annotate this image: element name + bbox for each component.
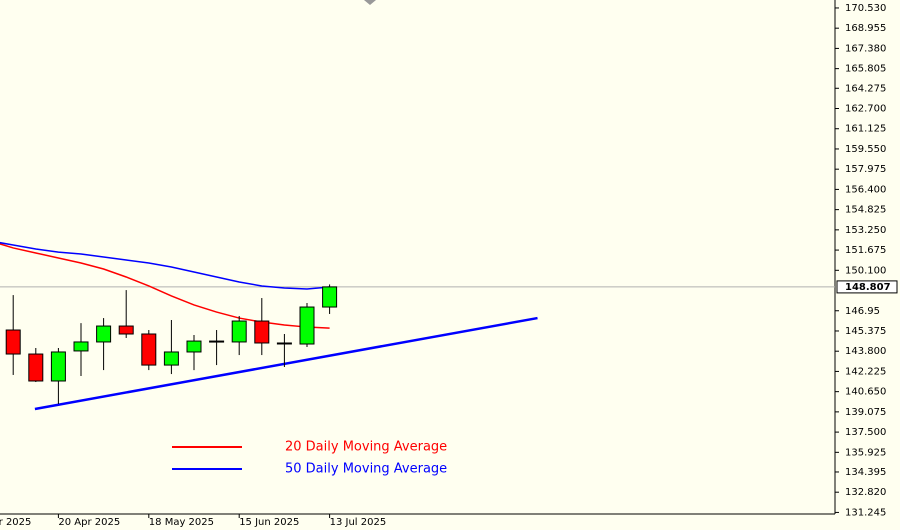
- candle-body: [209, 340, 225, 343]
- y-tick-label: 145.375: [845, 326, 886, 337]
- candle-body: [186, 340, 202, 353]
- y-tick-label: 154.825: [845, 205, 886, 216]
- y-tick-label: 131.245: [845, 507, 886, 518]
- y-tick-label: 157.975: [845, 164, 886, 175]
- y-tick-label: 146.95: [845, 306, 880, 317]
- y-tick-label: 150.100: [845, 265, 886, 276]
- candle-body: [5, 329, 21, 355]
- y-tick-label: 143.800: [845, 346, 886, 357]
- last-price-label: 148.807: [845, 282, 891, 293]
- y-tick-label: 162.700: [845, 104, 886, 115]
- candle-body: [231, 320, 247, 343]
- candle-body: [50, 351, 66, 382]
- y-tick-label: 161.125: [845, 124, 886, 135]
- x-tick-label: 18 May 2025: [149, 517, 214, 528]
- y-tick-label: 139.075: [845, 407, 886, 418]
- x-tick-label: 20 Apr 2025: [58, 517, 120, 528]
- y-tick-label: 132.820: [845, 487, 886, 498]
- candle-body: [254, 320, 270, 344]
- candle-body: [141, 333, 157, 366]
- x-tick-label: 15 Jun 2025: [239, 517, 299, 528]
- y-tick-label: 153.250: [845, 225, 886, 236]
- trendline: [34, 316, 538, 411]
- y-tick-label: 164.275: [845, 83, 886, 94]
- candle-body: [73, 341, 89, 352]
- y-tick-label: 134.395: [845, 467, 886, 478]
- candle-body: [118, 325, 134, 335]
- y-tick-label: 165.805: [845, 64, 886, 75]
- x-tick-label: 13 Jul 2025: [330, 517, 387, 528]
- y-tick-label: 137.500: [845, 427, 886, 438]
- candle-body: [96, 325, 112, 343]
- y-tick-label: 170.530: [845, 3, 886, 14]
- candle-body: [163, 351, 179, 366]
- moving-average-line: [0, 241, 330, 290]
- y-tick-label: 168.955: [845, 23, 886, 34]
- y-tick-label: 140.650: [845, 387, 886, 398]
- x-tick-label: 23 Mar 2025: [0, 517, 31, 528]
- candle-body: [28, 353, 44, 382]
- candle-body: [276, 342, 292, 345]
- y-tick-label: 151.675: [845, 245, 886, 256]
- y-tick-label: 135.925: [845, 447, 886, 458]
- legend-label: 20 Daily Moving Average: [285, 440, 447, 455]
- y-tick-label: 167.380: [845, 43, 886, 54]
- y-tick-label: 159.550: [845, 144, 886, 155]
- moving-average-line: [0, 243, 330, 329]
- y-tick-label: 142.225: [845, 366, 886, 377]
- candle-body: [299, 306, 315, 345]
- y-tick-label: 156.400: [845, 184, 886, 195]
- scroll-marker: [364, 0, 376, 5]
- last-price-box: [836, 280, 898, 294]
- candle-body: [322, 286, 338, 308]
- legend-label: 50 Daily Moving Average: [285, 462, 447, 477]
